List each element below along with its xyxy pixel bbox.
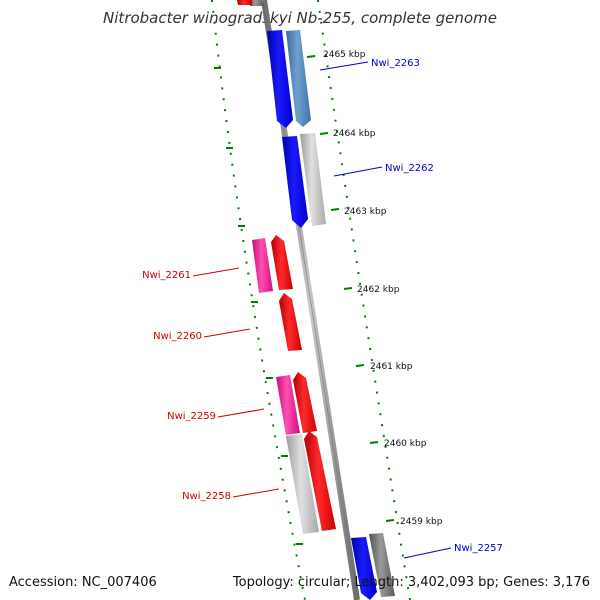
tick-label: 2463 kbp [344,207,387,217]
gene-label-nwi-2258[interactable]: Nwi_2258 [182,491,231,502]
tick-label: 2461 kbp [370,362,413,372]
gene-label-nwi-2263[interactable]: Nwi_2263 [371,58,420,69]
gene-nwi-2262[interactable] [282,133,326,228]
tick-label: 2464 kbp [333,129,376,139]
gene-nwi-2261[interactable] [252,235,293,293]
gene-label-nwi-2257[interactable]: Nwi_2257 [454,543,503,554]
gene-label-nwi-2261[interactable]: Nwi_2261 [142,270,191,281]
tick-label: 2462 kbp [357,285,400,295]
gene-fragment-top [237,0,264,6]
gene-nwi-2257[interactable] [351,533,395,600]
accession-text: Accession: NC_007406 [9,575,157,590]
gene-label-nwi-2259[interactable]: Nwi_2259 [167,411,216,422]
tick-label: 2459 kbp [400,517,443,527]
map-title: Nitrobacter winogradskyi Nb-255, complet… [103,9,497,27]
tick-group: 2465 kbp 2464 kbp 2463 kbp 2462 kbp 2461… [214,50,443,545]
gene-label-nwi-2262[interactable]: Nwi_2262 [385,163,434,174]
gene-nwi-2260[interactable] [279,293,302,351]
gene-nwi-2259[interactable] [276,372,317,435]
label-connectors [192,61,452,559]
tick-label: 2465 kbp [323,50,366,60]
gene-nwi-2263[interactable] [267,30,311,128]
gene-nwi-2258[interactable] [286,431,336,534]
genome-summary-text: Topology: circular; Length: 3,402,093 bp… [232,575,590,590]
gene-label-nwi-2260[interactable]: Nwi_2260 [153,331,202,342]
tick-label: 2460 kbp [384,439,427,449]
